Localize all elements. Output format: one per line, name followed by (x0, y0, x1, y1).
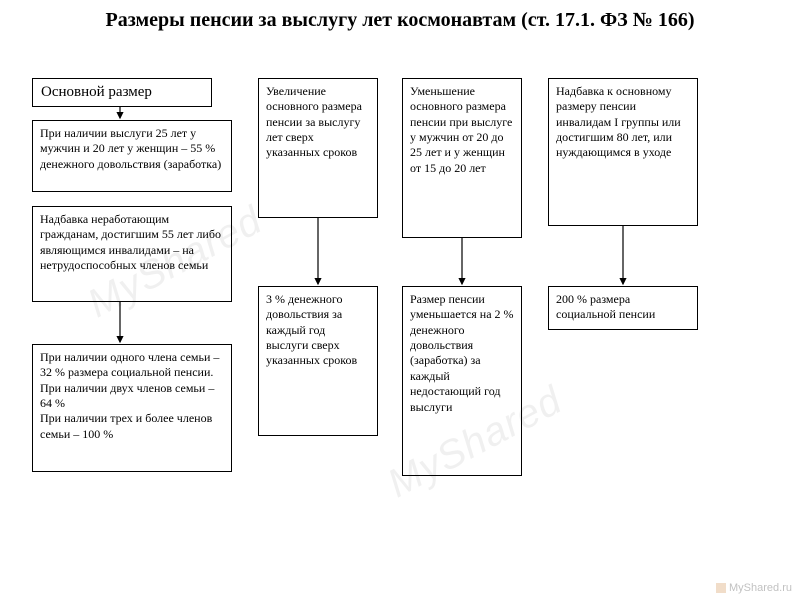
box-col1-b: При наличии выслуги 25 лет у мужчин и 20… (32, 120, 232, 192)
box-col4-bot: 200 % размера социальной пенсии (548, 286, 698, 330)
logo-icon (716, 583, 726, 593)
box-col3-top: Уменьшение основного размера пенсии при … (402, 78, 522, 238)
box-col2-top: Увеличение основного размера пенсии за в… (258, 78, 378, 218)
page-title: Размеры пенсии за выслугу лет космонавта… (0, 0, 800, 37)
box-col4-top: Надбавка к основному размеру пенсии инва… (548, 78, 698, 226)
box-col2-bot: 3 % денежного довольствия за каждый год … (258, 286, 378, 436)
box-col3-bot: Размер пенсии уменьшается на 2 % денежно… (402, 286, 522, 476)
box-lead: Основной размер (32, 78, 212, 107)
box-col1-c: Надбавка неработающим гражданам, достигш… (32, 206, 232, 302)
logo-text: MyShared.ru (729, 582, 792, 594)
box-col1-d: При наличии одного члена семьи – 32 % ра… (32, 344, 232, 472)
watermark-logo: MyShared.ru (716, 582, 792, 594)
